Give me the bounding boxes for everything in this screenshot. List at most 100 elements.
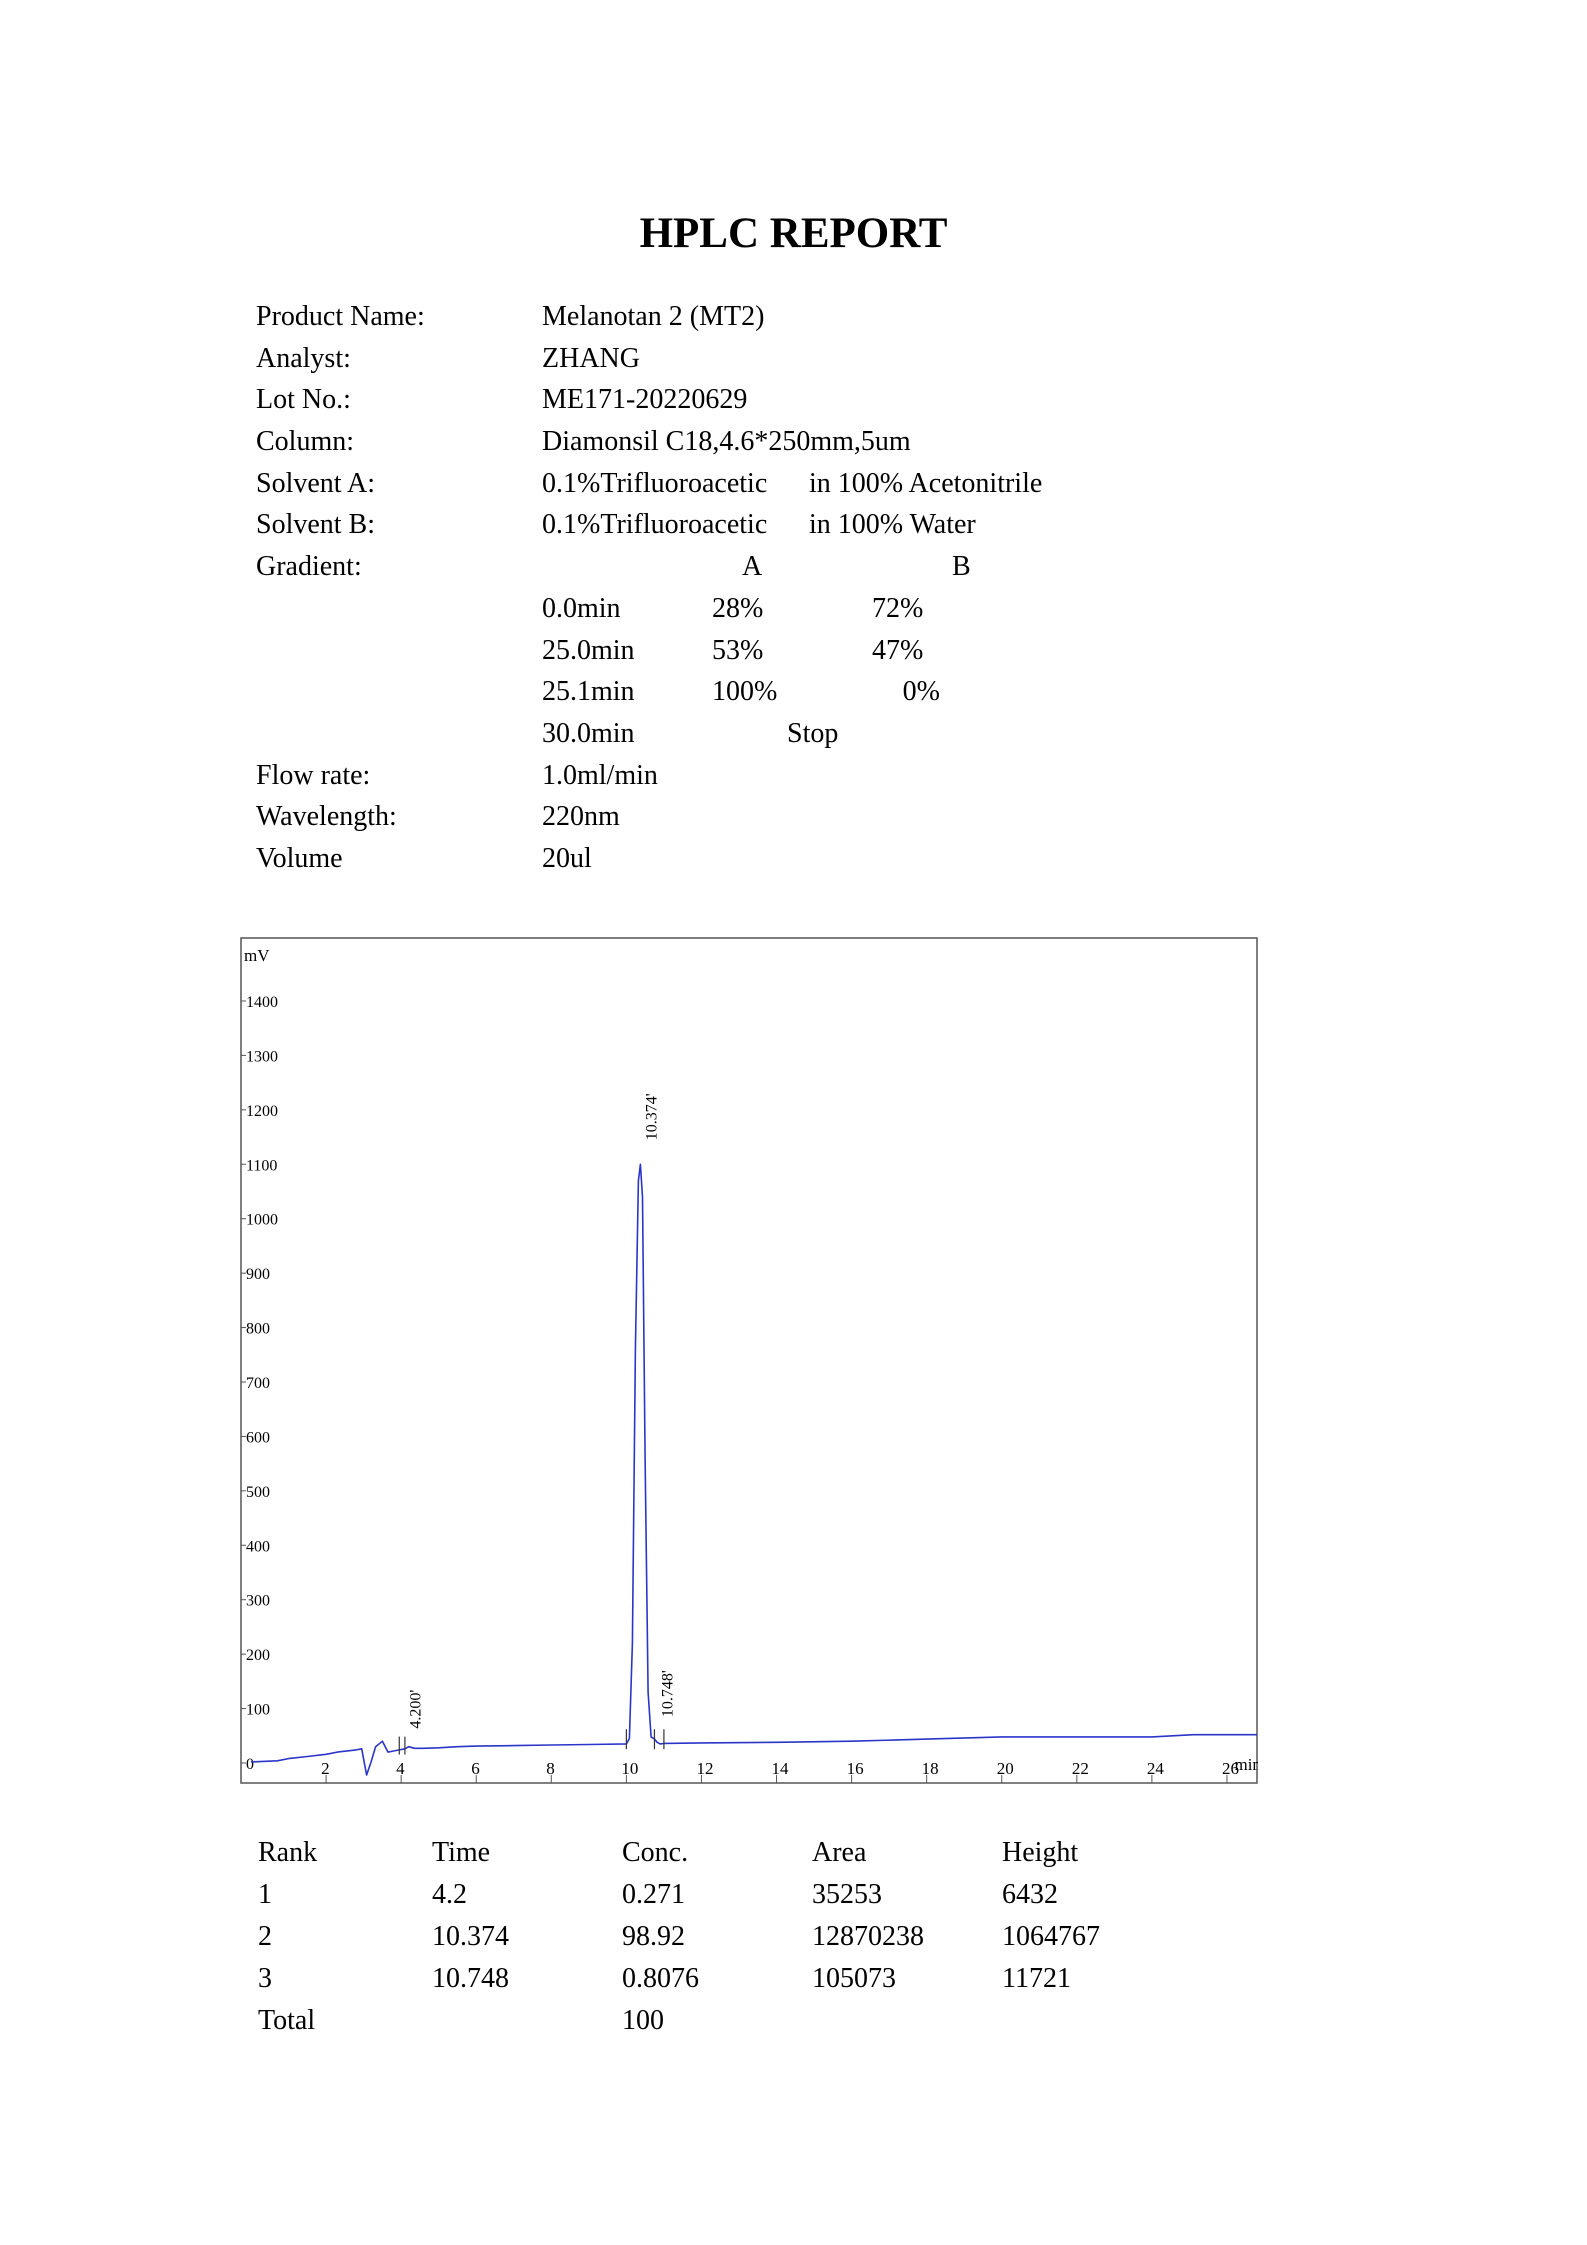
y-tick-label: 400 [246, 1538, 270, 1555]
flow-rate-value: 1.0ml/min [542, 759, 658, 791]
gradient-label: Gradient: [256, 551, 362, 583]
solvent-b-additive: 0.1%Trifluoroacetic [542, 509, 768, 541]
lot-no-row: Lot No.: ME171-20220629 [256, 379, 1356, 421]
header-area: Area [812, 1837, 867, 1868]
chromatogram-plot: mV 0 100 200 300 400 500 600 700 800 900 1000 1100 12… [240, 937, 1258, 1784]
table-row: 3 10.748 0.8076 105073 11721 [258, 1958, 1258, 2000]
gradient-header-row: Gradient: A B [256, 546, 1356, 588]
product-name-value: Melanotan 2 (MT2) [542, 301, 765, 332]
plot-frame [240, 937, 1258, 1784]
column-label: Column: [256, 426, 355, 458]
y-tick-label: 1200 [246, 1103, 278, 1120]
cell-height: 6432 [1002, 1879, 1058, 1910]
y-axis-unit-label: mV [244, 946, 270, 965]
report-title: HPLC REPORT [639, 210, 948, 257]
table-total-row: Total 100 [258, 2000, 1258, 2042]
gradient-a: 53% [712, 634, 764, 666]
cell-area: 105073 [812, 1963, 896, 1994]
x-tick-label: 4 [396, 1759, 405, 1778]
wavelength-row: Wavelength: 220nm [256, 796, 1356, 838]
cell-time: 10.374 [432, 1921, 509, 1952]
cell-rank: 2 [258, 1921, 272, 1952]
peak-label: 10.374' [643, 1093, 660, 1140]
cell-height [1002, 2000, 1192, 2042]
cell-total-conc: 100 [622, 2005, 664, 2036]
x-tick-label: 26 [1222, 1759, 1239, 1778]
lot-no-label: Lot No.: [256, 384, 351, 416]
y-tick-label: 0 [246, 1756, 254, 1773]
table-row: 1 4.2 0.271 35253 6432 [258, 1874, 1258, 1916]
analyst-label: Analyst: [256, 342, 351, 374]
y-tick-label: 1400 [246, 994, 278, 1011]
cell-total-label: Total [258, 2005, 316, 2036]
column-value: Diamonsil C18,4.6*250mm,5um [542, 426, 911, 458]
y-tick-label: 900 [246, 1266, 270, 1283]
x-tick-label: 18 [922, 1759, 939, 1778]
cell-area: 12870238 [812, 1921, 924, 1952]
x-tick-label: 10 [621, 1759, 638, 1778]
solvent-b-label: Solvent B: [256, 509, 376, 541]
gradient-time: 0.0min [542, 592, 621, 624]
gradient-b: 47% [872, 634, 924, 666]
gradient-col-a: A [742, 551, 763, 583]
y-tick-label: 600 [246, 1429, 270, 1446]
solvent-a-label: Solvent A: [256, 467, 376, 499]
gradient-b: 0% [902, 676, 940, 708]
cell-area: 35253 [812, 1879, 882, 1910]
x-axis-unit-label: min [1234, 1755, 1258, 1774]
cell-time: 10.748 [432, 1963, 509, 1994]
gradient-stop-label: Stop [787, 717, 839, 749]
x-tick-label: 12 [696, 1759, 713, 1778]
product-name-label: Product Name: [256, 301, 425, 332]
volume-label: Volume [256, 842, 343, 874]
wavelength-value: 220nm [542, 801, 620, 833]
y-tick-label: 700 [246, 1375, 270, 1392]
cell-conc: 0.8076 [622, 1963, 699, 1994]
flow-rate-row: Flow rate: 1.0ml/min [256, 755, 1356, 797]
cell-area [812, 2000, 1002, 2042]
gradient-time: 25.1min [542, 676, 635, 708]
solvent-a-row: Solvent A: 0.1%Trifluoroacetic in 100% Ac… [256, 463, 1356, 505]
gradient-row: 25.1min 100% 0% [256, 671, 1356, 713]
gradient-time: 25.0min [542, 634, 635, 666]
y-tick-label: 300 [246, 1593, 270, 1610]
x-tick-label: 2 [321, 1759, 330, 1778]
y-tick-label: 1300 [246, 1048, 278, 1065]
cell-time [432, 2000, 622, 2042]
cell-conc: 98.92 [622, 1921, 685, 1952]
results-table: Rank Time Conc. Area Height 1 4.2 0.271 … [258, 1832, 1258, 2042]
y-tick-label: 500 [246, 1484, 270, 1501]
gradient-a: 28% [712, 592, 764, 624]
results-header-row: Rank Time Conc. Area Height [258, 1832, 1258, 1874]
x-tick-label: 16 [847, 1759, 864, 1778]
x-tick-label: 14 [772, 1759, 790, 1778]
volume-row: Volume 20ul [256, 838, 1356, 880]
gradient-stop-row: 30.0min Stop [256, 713, 1356, 755]
sample-info: Product Name: Melanotan 2 (MT2) Analyst:… [256, 296, 1356, 880]
y-tick-label: 100 [246, 1702, 270, 1719]
gradient-a: 100% [712, 676, 778, 708]
lot-no-value: ME171-20220629 [542, 384, 748, 416]
x-tick-label: 20 [997, 1759, 1014, 1778]
header-height: Height [1002, 1837, 1079, 1868]
x-tick-label: 6 [471, 1759, 480, 1778]
cell-time: 4.2 [432, 1879, 467, 1910]
gradient-stop-time: 30.0min [542, 717, 635, 749]
cell-rank: 3 [258, 1963, 272, 1994]
solvent-b-row: Solvent B: 0.1%Trifluoroacetic in 100% Wa… [256, 504, 1356, 546]
cell-height: 1064767 [1002, 1921, 1100, 1952]
gradient-row: 0.0min 28% 72% [256, 588, 1356, 630]
y-tick-label: 1100 [246, 1157, 277, 1174]
wavelength-label: Wavelength: [256, 801, 397, 833]
cell-rank: 1 [258, 1879, 272, 1910]
gradient-row: 25.0min 53% 47% [256, 630, 1356, 672]
flow-rate-label: Flow rate: [256, 759, 371, 791]
y-tick-label: 800 [246, 1321, 270, 1338]
y-tick-label: 1000 [246, 1212, 278, 1229]
x-tick-label: 24 [1147, 1759, 1165, 1778]
product-name-row: Product Name: Melanotan 2 (MT2) [256, 296, 1356, 338]
chromatogram-trace [250, 1163, 1257, 1776]
peak-label: 10.748' [659, 1670, 676, 1717]
x-tick-label: 22 [1072, 1759, 1089, 1778]
y-tick-label: 200 [246, 1647, 270, 1664]
